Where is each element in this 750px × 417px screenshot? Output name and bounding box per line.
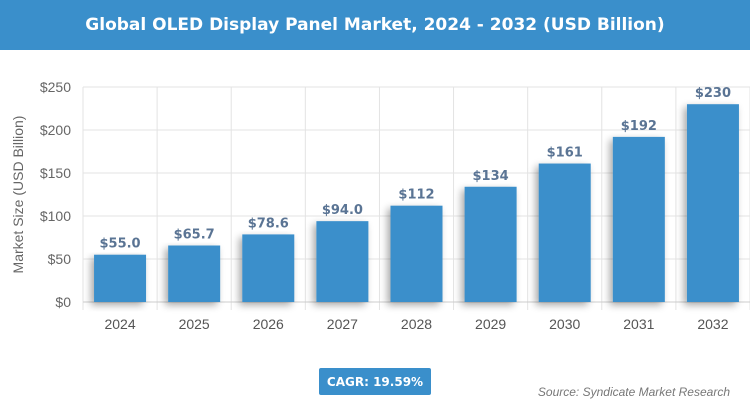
bar [464,186,517,302]
bar [612,136,665,302]
x-tick-label: 2027 [327,316,358,332]
data-label: $94.0 [322,203,363,218]
source-note: Source: Syndicate Market Research [537,385,730,399]
y-tick-label: $0 [55,294,71,310]
bar [390,205,443,302]
y-tick-label: $200 [40,122,71,138]
data-label: $78.6 [248,216,289,231]
bar [242,234,295,302]
x-tick-label: 2028 [401,316,432,332]
x-tick-label: 2026 [253,316,284,332]
data-label: $230 [695,86,731,101]
y-tick-label: $100 [40,208,71,224]
data-label: $55.0 [99,237,140,252]
bar [94,254,147,302]
y-axis-label: Market Size (USD Billion) [10,116,26,274]
y-tick-label: $150 [40,165,71,181]
data-label: $192 [621,119,657,134]
y-tick-label: $50 [48,251,72,267]
bar [316,221,369,302]
cagr-badge: CAGR: 19.59% [319,368,431,395]
data-label: $134 [473,169,509,184]
x-tick-label: 2032 [697,316,728,332]
chart-title: Global OLED Display Panel Market, 2024 -… [0,0,750,50]
data-label: $161 [547,146,583,161]
y-tick-label: $250 [40,79,71,95]
x-tick-label: 2031 [623,316,654,332]
data-label: $65.7 [174,227,215,242]
x-tick-label: 2025 [179,316,210,332]
x-tick-label: 2030 [549,316,580,332]
bar [168,245,221,302]
bar [686,104,739,302]
bar [538,163,591,302]
x-tick-label: 2029 [475,316,506,332]
x-tick-label: 2024 [104,316,135,332]
data-label: $112 [398,188,434,203]
